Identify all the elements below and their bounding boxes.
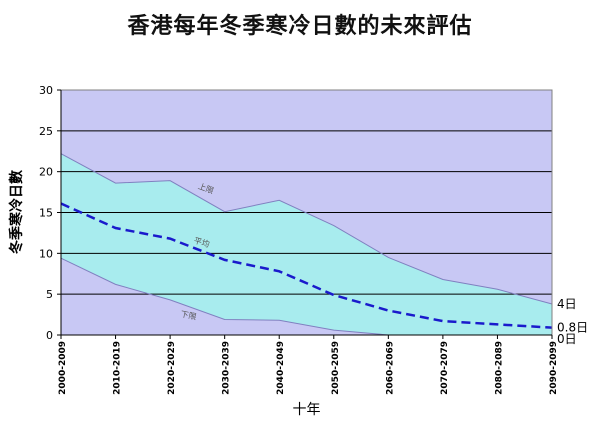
x-tick-label: 2010-2019 [113, 341, 123, 395]
x-tick-label: 2040-2049 [276, 341, 286, 395]
end-label: 0日 [557, 332, 577, 346]
y-tick-label: 20 [39, 166, 53, 179]
mean-line [60, 202, 553, 329]
x-tick-label: 2060-2069 [385, 341, 395, 395]
x-tick-label: 2030-2039 [222, 341, 232, 395]
y-tick-label: 25 [39, 125, 53, 138]
y-tick-label: 15 [39, 207, 53, 220]
end-label: 4日 [557, 297, 577, 311]
x-tick-label: 2090-2099 [549, 341, 559, 395]
series-label: 平均 [193, 235, 211, 249]
y-tick-label: 0 [46, 329, 53, 342]
chart-title: 香港每年冬季寒冷日數的未來評估 [127, 13, 473, 39]
x-tick-label: 2020-2029 [167, 341, 177, 395]
x-tick-label: 2080-2089 [494, 341, 504, 395]
series-label: 下限 [180, 309, 198, 321]
x-tick-label: 2050-2059 [331, 341, 341, 395]
y-tick-label: 5 [46, 288, 53, 301]
end-label: 0.8日 [557, 321, 588, 335]
y-tick-label: 10 [39, 247, 53, 260]
range-band [61, 153, 552, 335]
x-tick-label: 2000-2009 [58, 341, 68, 395]
upper-bound-line [60, 153, 553, 305]
y-tick-label: 30 [39, 84, 53, 97]
x-axis-title: 十年 [293, 402, 321, 418]
x-tick-label: 2070-2079 [440, 341, 450, 395]
y-axis-title: 冬季寒冷日數 [8, 170, 25, 254]
